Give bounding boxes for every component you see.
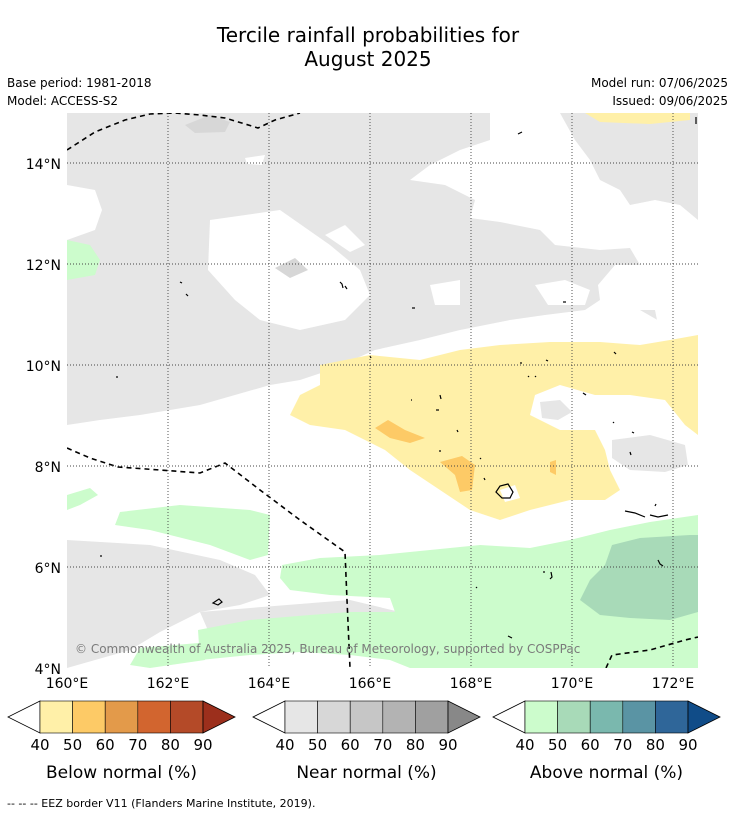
island-outlines <box>100 117 697 639</box>
lat-tick-label: 10°N <box>26 359 61 375</box>
colorbar-segment <box>284 700 318 734</box>
copyright-text: © Commonwealth of Australia 2025, Bureau… <box>75 642 580 656</box>
colorbar-segment <box>170 700 204 734</box>
base-period: Base period: 1981-2018 <box>7 76 152 90</box>
map-gap <box>535 280 590 305</box>
colorbar-tick-label: 60 <box>581 736 600 754</box>
map-fields <box>67 113 698 668</box>
colorbar-tick-label: 70 <box>373 736 392 754</box>
title-line-1: Tercile rainfall probabilities for <box>216 23 520 47</box>
colorbar-max-triangle <box>687 700 721 734</box>
above-normal-region <box>115 505 270 560</box>
map-plot: © Commonwealth of Australia 2025, Bureau… <box>26 113 698 692</box>
lon-tick-labels: 160°E 162°E 164°E 166°E 168°E 170°E 172°… <box>46 676 695 692</box>
colorbar-segment <box>137 700 171 734</box>
colorbar-label: Above normal (%) <box>530 763 683 783</box>
colorbar-segment <box>589 700 624 734</box>
colorbar-tick-label: 70 <box>128 736 147 754</box>
colorbar-tick-label: 50 <box>308 736 327 754</box>
colorbar-tick-label: 40 <box>515 736 534 754</box>
colorbar-max-triangle <box>447 700 481 734</box>
colorbar-tick-label: 80 <box>646 736 665 754</box>
below-normal-patch <box>440 456 475 492</box>
lat-tick-label: 14°N <box>26 157 61 173</box>
colorbar-above-normal: 40 50 60 70 80 90 Above normal (%) <box>492 700 721 783</box>
map-gap <box>430 280 460 305</box>
colorbar-tick-label: 90 <box>438 736 457 754</box>
eez-border <box>67 113 301 151</box>
colorbar-min-triangle <box>252 700 286 734</box>
lat-tick-label: 4°N <box>35 662 61 678</box>
colorbar-segment <box>104 700 139 734</box>
near-normal-region <box>560 113 698 220</box>
lat-tick-label: 6°N <box>35 561 61 577</box>
lon-tick-label: 172°E <box>652 676 695 692</box>
colorbar-segment <box>655 700 689 734</box>
colorbar-min-triangle <box>7 700 41 734</box>
map-gap <box>655 300 698 340</box>
above-normal-region <box>130 642 210 668</box>
colorbar-min-triangle <box>492 700 526 734</box>
colorbar-tick-label: 60 <box>96 736 115 754</box>
eez-border <box>605 636 698 668</box>
below-normal-patch <box>550 460 556 475</box>
colorbar-below-normal: 40 50 60 70 80 90 Below normal (%) <box>7 700 236 783</box>
lat-tick-label: 8°N <box>35 460 61 476</box>
colorbar-segment <box>39 700 73 734</box>
colorbar-tick-label: 60 <box>341 736 360 754</box>
map-gap <box>67 185 102 240</box>
colorbar-tick-label: 80 <box>161 736 180 754</box>
below-normal-region <box>585 113 690 124</box>
colorbar-segment <box>622 700 656 734</box>
model-name: Model: ACCESS-S2 <box>7 94 119 108</box>
colorbar-segment <box>72 700 106 734</box>
colorbar-tick-label: 50 <box>63 736 82 754</box>
colorbar-tick-label: 70 <box>613 736 632 754</box>
title-line-2: August 2025 <box>304 47 432 71</box>
colorbar-segment <box>415 700 449 734</box>
colorbar-tick-label: 40 <box>30 736 49 754</box>
colorbar-max-triangle <box>202 700 236 734</box>
lon-tick-label: 170°E <box>551 676 594 692</box>
near-normal-patch <box>185 115 230 133</box>
colorbar-segment <box>317 700 351 734</box>
below-normal-region <box>290 335 698 520</box>
lat-tick-label: 12°N <box>26 258 61 274</box>
near-normal-region <box>67 540 270 668</box>
model-run: Model run: 07/06/2025 <box>590 76 728 90</box>
colorbar-label: Near normal (%) <box>296 763 436 783</box>
colorbar-segment <box>349 700 384 734</box>
colorbar-segment <box>382 700 416 734</box>
colorbar-label: Below normal (%) <box>46 763 197 783</box>
eez-border <box>67 447 351 668</box>
colorbar-tick-label: 90 <box>193 736 212 754</box>
map-gap <box>325 225 365 252</box>
colorbar-tick-label: 90 <box>678 736 697 754</box>
near-normal-patch <box>275 258 308 278</box>
lat-tick-labels: 14°N 12°N 10°N 8°N 6°N 4°N <box>26 157 61 678</box>
issued-date: Issued: 09/06/2025 <box>612 94 728 108</box>
map-gap <box>245 155 265 165</box>
above-normal-region <box>198 515 698 668</box>
colorbar-tick-label: 80 <box>406 736 425 754</box>
lon-tick-label: 166°E <box>349 676 392 692</box>
lon-tick-label: 160°E <box>46 676 89 692</box>
above-normal-patch <box>580 535 698 620</box>
map-gridlines <box>67 113 698 668</box>
above-normal-region <box>67 488 98 510</box>
colorbar-tick-label: 50 <box>548 736 567 754</box>
lon-tick-label: 164°E <box>248 676 291 692</box>
lon-tick-label: 162°E <box>147 676 190 692</box>
colorbar-segment <box>524 700 558 734</box>
below-normal-patch <box>375 420 425 443</box>
lon-tick-label: 168°E <box>450 676 493 692</box>
colorbar-tick-label: 40 <box>275 736 294 754</box>
above-normal-region <box>67 240 100 280</box>
near-normal-patch <box>540 400 572 420</box>
colorbar-legend: 40 50 60 70 80 90 Below normal (%) 40 50 60 70 80 9… <box>7 700 721 783</box>
eez-footnote: -- -- -- EEZ border V11 (Flanders Marine… <box>7 797 316 810</box>
near-normal-region <box>612 435 688 472</box>
colorbar-segment <box>557 700 591 734</box>
